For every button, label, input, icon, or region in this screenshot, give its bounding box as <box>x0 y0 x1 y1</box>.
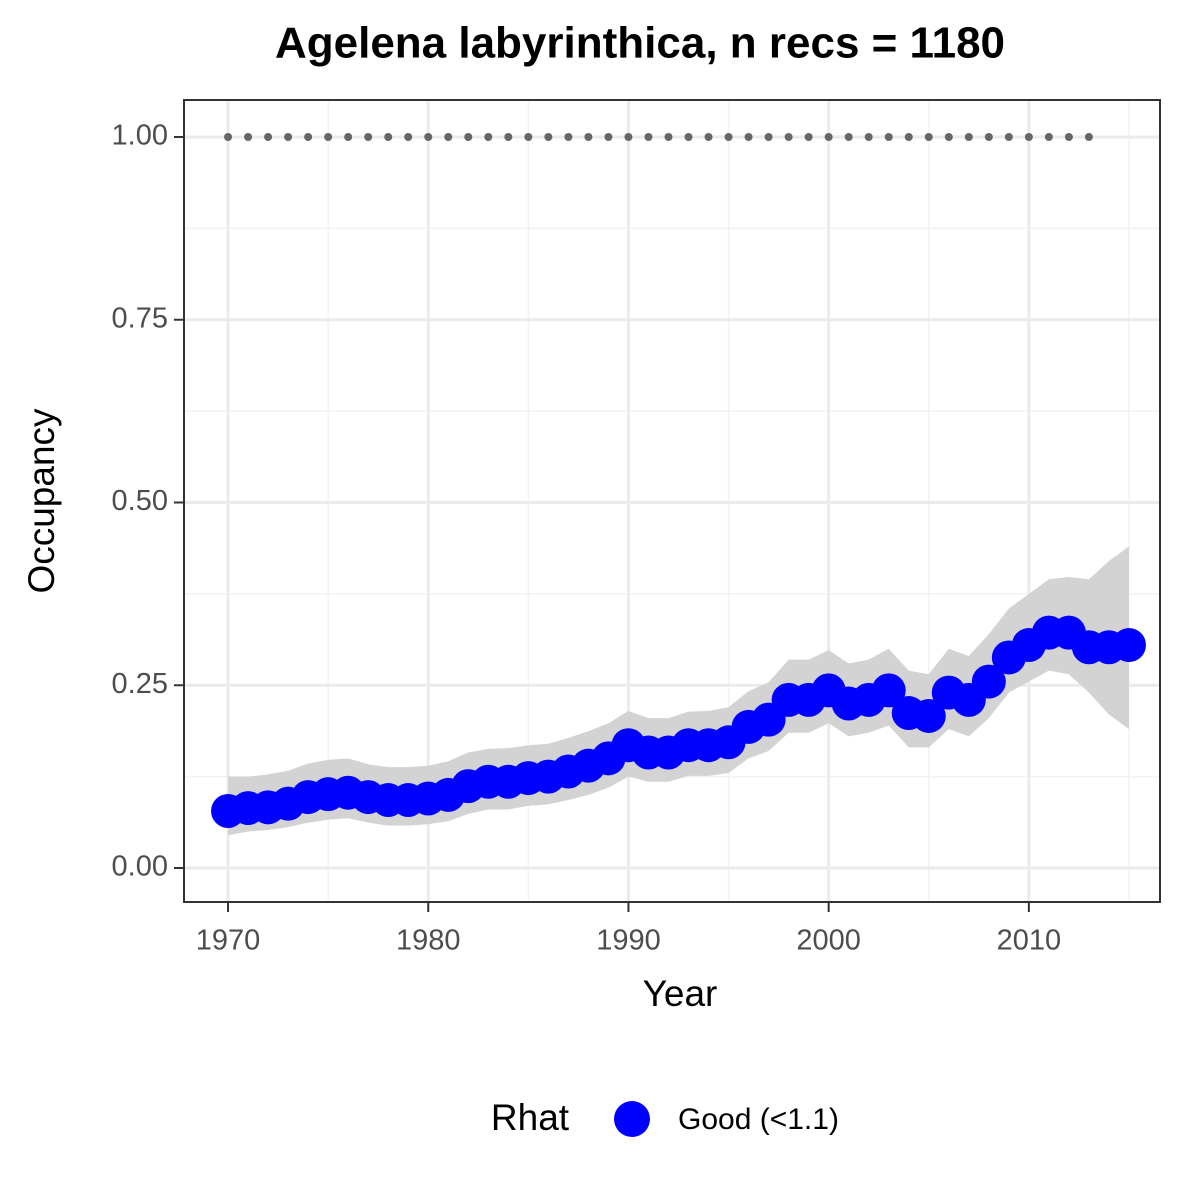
reference-point <box>624 132 633 141</box>
reference-point <box>424 132 433 141</box>
legend-marker <box>614 1101 650 1137</box>
x-axis-label: Year <box>643 973 718 1014</box>
legend-title: Rhat <box>491 1097 570 1138</box>
reference-point <box>804 132 813 141</box>
reference-point <box>384 132 393 141</box>
reference-point <box>484 132 493 141</box>
y-tick-label: 1.00 <box>112 120 168 152</box>
reference-point <box>704 132 713 141</box>
reference-point <box>764 132 773 141</box>
plot-border <box>183 99 1161 903</box>
reference-point <box>364 132 373 141</box>
reference-point <box>904 132 913 141</box>
reference-point <box>604 132 613 141</box>
reference-point <box>944 132 953 141</box>
reference-point <box>684 132 693 141</box>
x-tick-label: 1980 <box>396 925 461 957</box>
chart-title: Agelena labyrinthica, n recs = 1180 <box>275 19 1005 68</box>
reference-point <box>284 132 293 141</box>
reference-point <box>1004 132 1013 141</box>
reference-point <box>984 132 993 141</box>
reference-point <box>884 132 893 141</box>
x-tick-label: 2000 <box>796 925 861 957</box>
reference-point <box>244 132 253 141</box>
reference-point <box>544 132 553 141</box>
reference-point <box>1024 132 1033 141</box>
reference-point <box>1064 132 1073 141</box>
x-tick-label: 1990 <box>596 925 661 957</box>
data-point <box>971 664 1006 699</box>
data-point <box>871 673 906 708</box>
reference-point <box>344 132 353 141</box>
reference-point <box>304 132 313 141</box>
reference-point <box>404 132 413 141</box>
reference-point <box>964 132 973 141</box>
y-tick-label: 0.75 <box>112 302 168 334</box>
reference-point <box>724 132 733 141</box>
reference-point <box>584 132 593 141</box>
x-tick-label: 1970 <box>196 925 261 957</box>
reference-point <box>924 132 933 141</box>
reference-point <box>644 132 653 141</box>
reference-point <box>744 132 753 141</box>
reference-point <box>784 132 793 141</box>
reference-point <box>444 132 453 141</box>
reference-point <box>224 132 233 141</box>
reference-point <box>324 132 333 141</box>
reference-point <box>524 132 533 141</box>
x-tick-label: 2010 <box>997 925 1062 957</box>
reference-point <box>264 132 273 141</box>
data-point <box>911 698 946 733</box>
y-tick-label: 0.50 <box>112 485 168 517</box>
y-axis-label: Occupancy <box>21 408 62 594</box>
legend-label: Good (<1.1) <box>678 1103 839 1136</box>
y-tick-label: 0.25 <box>112 668 168 700</box>
reference-point <box>464 132 473 141</box>
confidence-band <box>228 546 1129 836</box>
y-tick-label: 0.00 <box>112 851 168 883</box>
reference-point <box>1044 132 1053 141</box>
reference-point <box>1084 132 1093 141</box>
reference-point <box>824 132 833 141</box>
reference-point <box>864 132 873 141</box>
reference-point <box>844 132 853 141</box>
reference-point <box>504 132 513 141</box>
reference-point <box>564 132 573 141</box>
data-point <box>1111 628 1146 663</box>
reference-point <box>664 132 673 141</box>
